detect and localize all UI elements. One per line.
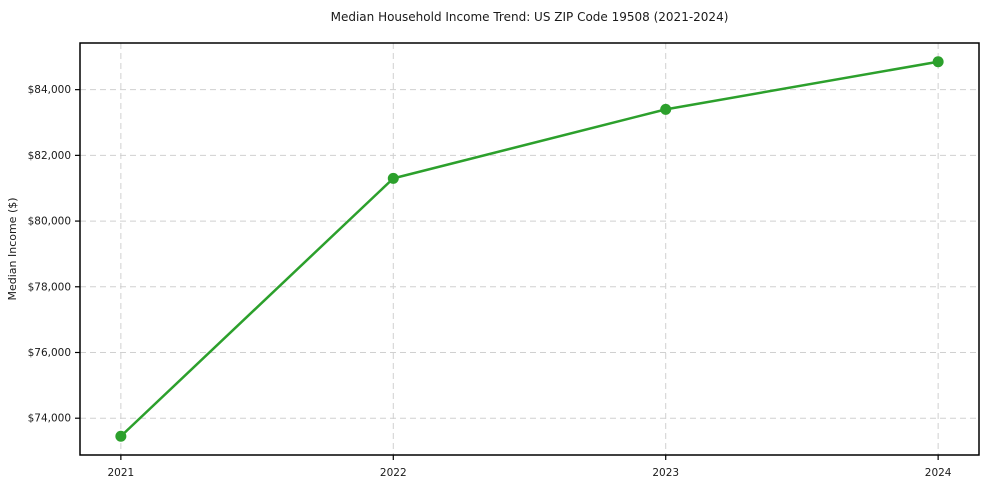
y-tick-label: $80,000 <box>28 216 71 228</box>
plot-border <box>79 42 980 456</box>
data-point <box>660 103 672 115</box>
y-tick-label: $78,000 <box>28 281 71 293</box>
x-tick-label: 2023 <box>652 467 679 479</box>
trend-line <box>119 60 940 438</box>
y-axis-ticks: $74,000 $76,000 $78,000 $80,000 $82,000 $84,0… <box>28 84 80 425</box>
data-point <box>115 430 127 442</box>
y-tick-label: $84,000 <box>28 84 71 96</box>
trend-line-series <box>115 56 944 442</box>
y-axis-label: Median Income ($) <box>6 197 19 300</box>
y-tick-label: $74,000 <box>28 413 71 425</box>
x-tick-label: 2022 <box>380 467 407 479</box>
gridlines <box>80 43 979 455</box>
x-tick-label: 2021 <box>107 467 134 479</box>
y-tick-label: $76,000 <box>28 347 71 359</box>
data-point <box>932 56 944 68</box>
y-tick-label: $82,000 <box>28 150 71 162</box>
data-point <box>387 172 399 184</box>
chart-title: Median Household Income Trend: US ZIP Co… <box>331 10 729 24</box>
x-tick-label: 2024 <box>925 467 952 479</box>
x-axis-ticks: 2021 2022 2023 2024 <box>107 455 952 479</box>
